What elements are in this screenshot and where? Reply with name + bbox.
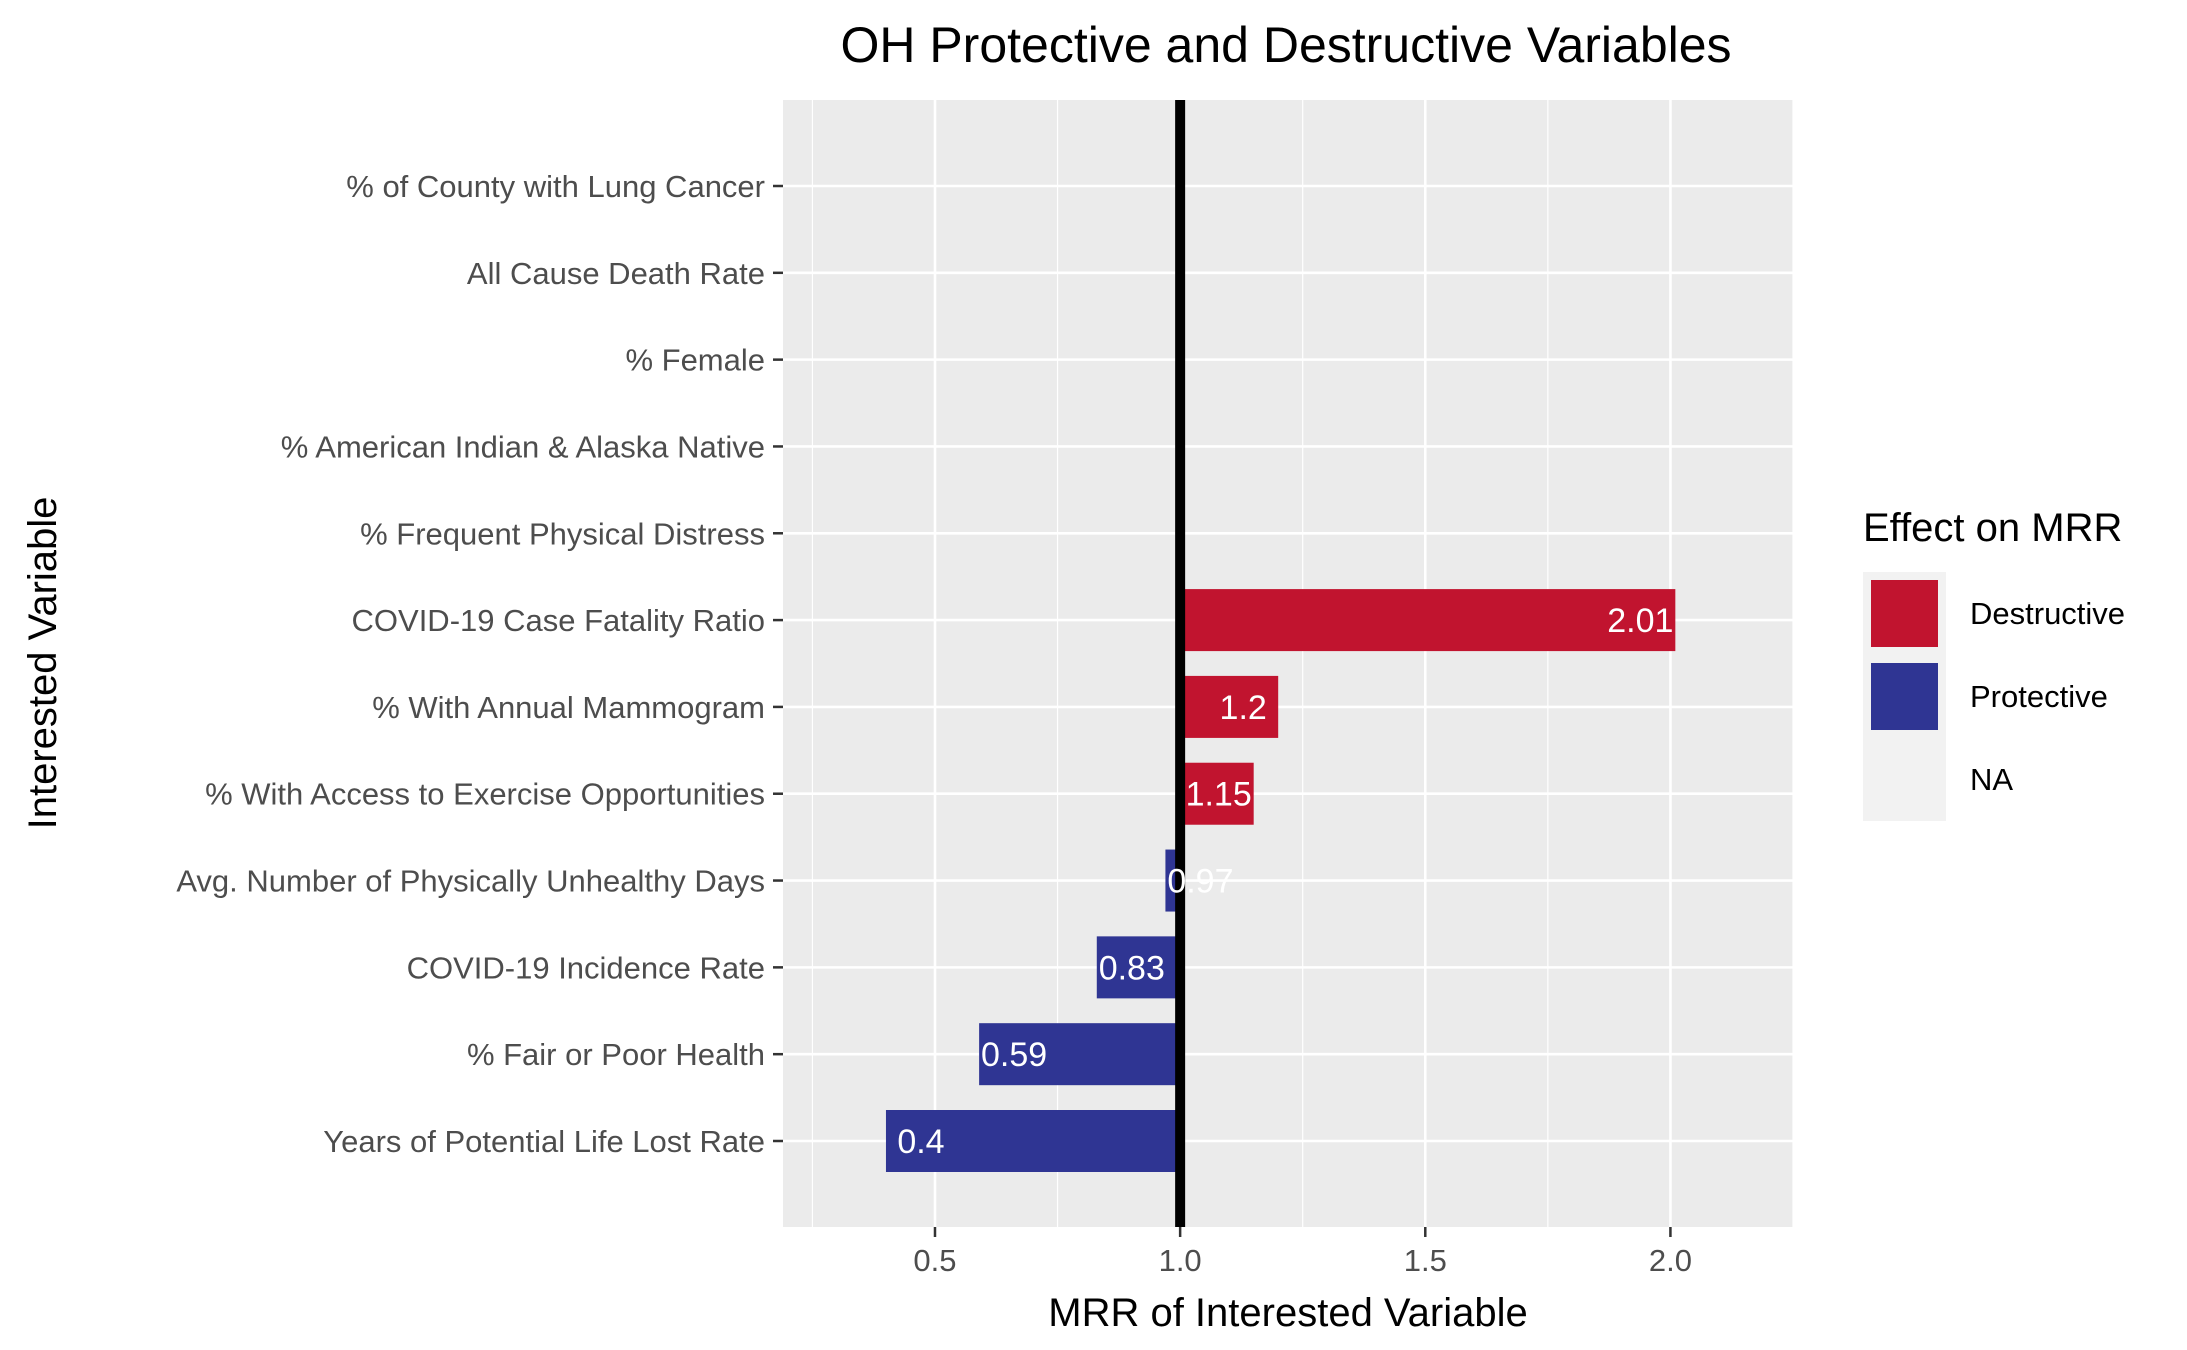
x-tick-label: 2.0 xyxy=(1649,1243,1692,1278)
x-axis-title: MRR of Interested Variable xyxy=(1048,1291,1527,1335)
x-tick-label: 1.0 xyxy=(1159,1243,1202,1278)
x-tick-label: 1.5 xyxy=(1404,1243,1447,1278)
legend-key-bg xyxy=(1863,738,1946,821)
bar-label: 0.59 xyxy=(981,1036,1047,1074)
grid-minor xyxy=(811,100,1794,1227)
chart-title: OH Protective and Destructive Variables xyxy=(840,17,1731,73)
bar-protective xyxy=(885,1110,1181,1172)
y-tick-label: Avg. Number of Physically Unhealthy Days xyxy=(176,864,765,899)
y-tick-label: % With Annual Mammogram xyxy=(372,690,765,725)
y-tick-label: % Female xyxy=(625,343,765,378)
bar-label: 1.15 xyxy=(1186,776,1252,814)
bars xyxy=(885,589,1676,1172)
legend: Effect on MRR Destructive Protective NA xyxy=(1863,506,2125,821)
y-tick-label: % With Access to Exercise Opportunities xyxy=(205,777,765,812)
y-tick-label: % Frequent Physical Distress xyxy=(360,516,765,551)
bar-destructive xyxy=(1180,762,1254,825)
legend-item-label: NA xyxy=(1970,762,2013,797)
bar-destructive xyxy=(1180,675,1279,738)
y-tick-label: % of County with Lung Cancer xyxy=(346,169,765,204)
bar-label: 0.97 xyxy=(1167,863,1233,901)
y-axis: % of County with Lung Cancer All Cause De… xyxy=(176,169,783,1159)
y-tick-label: Years of Potential Life Lost Rate xyxy=(323,1124,765,1159)
y-axis-title: Interested Variable xyxy=(21,497,65,830)
bar-protective xyxy=(1096,936,1181,999)
bar-labels: 2.01 1.2 1.15 0.97 0.83 0.59 0.4 xyxy=(897,602,1673,1161)
legend-swatch-protective xyxy=(1871,663,1938,730)
bar-label: 0.83 xyxy=(1099,949,1165,987)
bar-destructive xyxy=(1180,589,1676,652)
x-tick-label: 0.5 xyxy=(913,1243,956,1278)
y-tick-label: % American Indian & Alaska Native xyxy=(281,429,765,464)
y-tick-label: COVID-19 Case Fatality Ratio xyxy=(352,603,765,638)
x-axis: 0.5 1.0 1.5 2.0 xyxy=(913,1227,1692,1278)
y-tick-label: % Fair or Poor Health xyxy=(467,1037,765,1072)
legend-item-label: Protective xyxy=(1970,679,2108,714)
legend-swatch-destructive xyxy=(1871,580,1938,647)
bar-protective xyxy=(979,1023,1181,1086)
legend-items: Destructive Protective NA xyxy=(1863,572,2125,821)
bar-label: 1.2 xyxy=(1220,689,1267,727)
y-tick-label: COVID-19 Incidence Rate xyxy=(407,950,765,985)
legend-item-label: Destructive xyxy=(1970,596,2125,631)
y-tick-label: All Cause Death Rate xyxy=(467,256,765,291)
bar-label: 2.01 xyxy=(1607,602,1673,640)
plot-panel xyxy=(783,100,1793,1227)
legend-title: Effect on MRR xyxy=(1863,506,2122,550)
bar-label: 0.4 xyxy=(897,1123,944,1161)
